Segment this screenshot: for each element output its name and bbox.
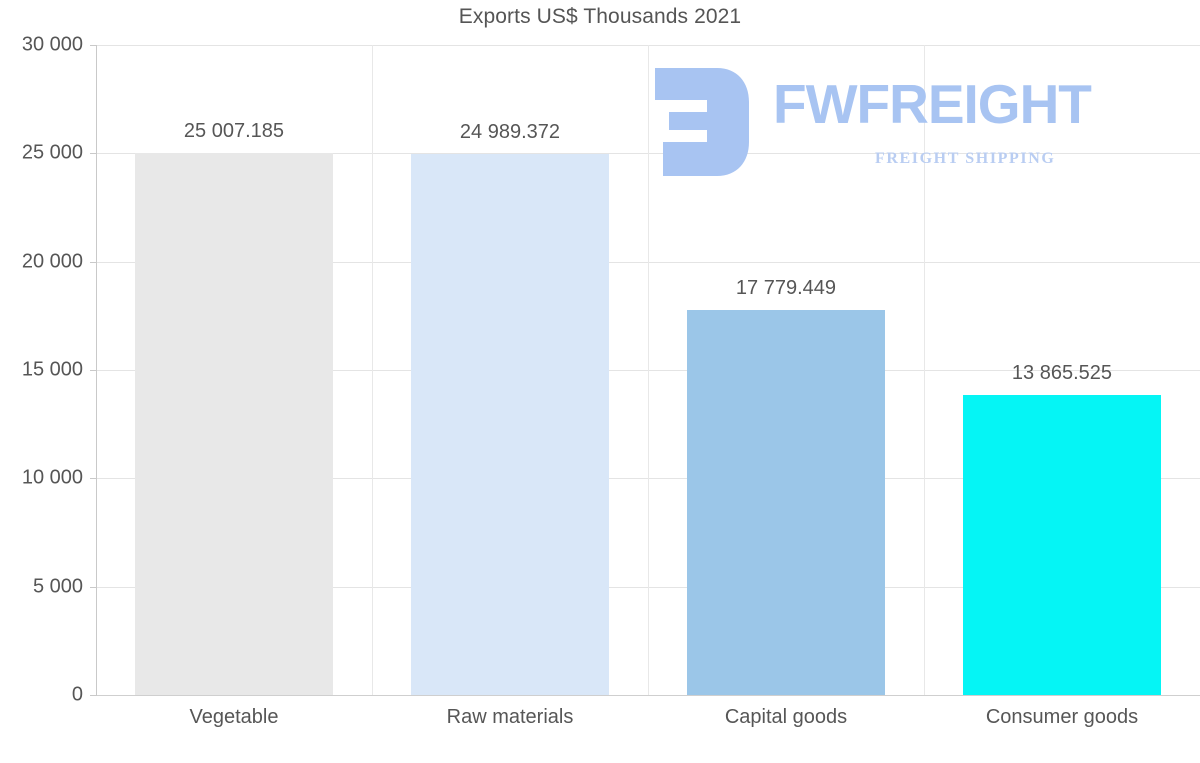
category-separator-gridline (648, 45, 649, 695)
plot-area: 25 007.185 24 989.372 17 779.449 13 865.525 (96, 45, 1200, 696)
y-axis-tick-label: 25 000 (21, 141, 83, 164)
y-gridline (96, 695, 1200, 696)
y-tick-mark (90, 261, 96, 263)
bar-value-label: 17 779.449 (735, 276, 837, 299)
y-tick-mark (90, 45, 96, 46)
x-axis-category-label: Raw materials (446, 706, 574, 728)
bar-capital-goods[interactable] (686, 309, 886, 695)
x-axis-category-label: Capital goods (724, 706, 848, 728)
y-tick-mark (90, 370, 96, 371)
x-axis-category-label: Vegetable (189, 706, 279, 728)
bar-vegetable[interactable] (134, 153, 334, 695)
category-separator-gridline (372, 45, 373, 695)
y-axis-tick-label: 15 000 (21, 358, 83, 381)
y-axis-tick-label: 0 (71, 683, 83, 706)
y-axis-tick-label: 10 000 (21, 466, 83, 489)
y-axis-line (96, 45, 97, 696)
y-tick-mark (90, 695, 96, 696)
y-axis-tick-label: 5 000 (32, 575, 83, 598)
y-axis-tick-label: 30 000 (21, 33, 83, 56)
bar-value-label: 24 989.372 (459, 120, 561, 143)
bar-raw-materials[interactable] (410, 153, 610, 695)
x-axis-category-label: Consumer goods (985, 706, 1139, 728)
y-axis-tick-label: 20 000 (21, 250, 83, 273)
y-tick-mark (90, 586, 96, 588)
y-tick-mark (90, 153, 96, 155)
category-separator-gridline (924, 45, 925, 695)
bar-value-label: 25 007.185 (183, 120, 285, 143)
chart-title: Exports US$ Thousands 2021 (458, 5, 742, 28)
bar-value-label: 13 865.525 (1011, 361, 1113, 384)
y-tick-mark (90, 478, 96, 480)
bar-consumer-goods[interactable] (962, 394, 1162, 695)
